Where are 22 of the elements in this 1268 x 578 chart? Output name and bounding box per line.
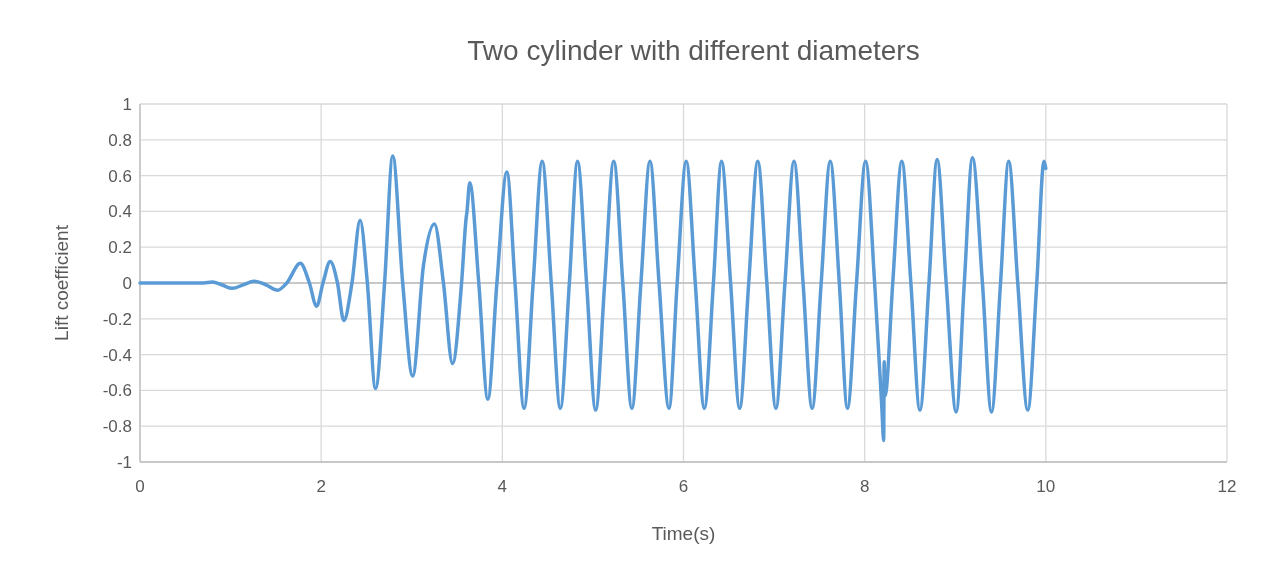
- y-tick-label: 0: [122, 273, 132, 293]
- x-tick-label: 4: [497, 477, 508, 496]
- x-tick-label: 10: [1036, 477, 1056, 496]
- y-tick-label: 0.4: [108, 202, 132, 222]
- x-axis-title: Time(s): [651, 523, 716, 544]
- y-axis-title: Lift coefficient: [51, 224, 72, 341]
- x-tick-label: 8: [859, 477, 870, 496]
- line-series: [138, 154, 1048, 443]
- y-tick-label: 0.6: [108, 166, 132, 186]
- y-tick-label: -0.4: [102, 345, 132, 365]
- x-tick-label: 6: [678, 477, 689, 496]
- y-tick-label: -0.8: [102, 417, 132, 437]
- y-tick-label: -1: [116, 452, 132, 472]
- y-tick-label: 0.8: [108, 130, 132, 150]
- y-tick-label: 1: [122, 94, 132, 114]
- x-tick-label: 2: [316, 477, 326, 496]
- x-tick-label: 12: [1217, 477, 1237, 496]
- chart-title: Two cylinder with different diameters: [467, 35, 920, 66]
- x-tick-label: 0: [135, 477, 145, 496]
- y-tick-label: 0.2: [108, 238, 132, 258]
- y-tick-label: -0.2: [102, 309, 132, 329]
- y-tick-label: -0.6: [102, 381, 132, 401]
